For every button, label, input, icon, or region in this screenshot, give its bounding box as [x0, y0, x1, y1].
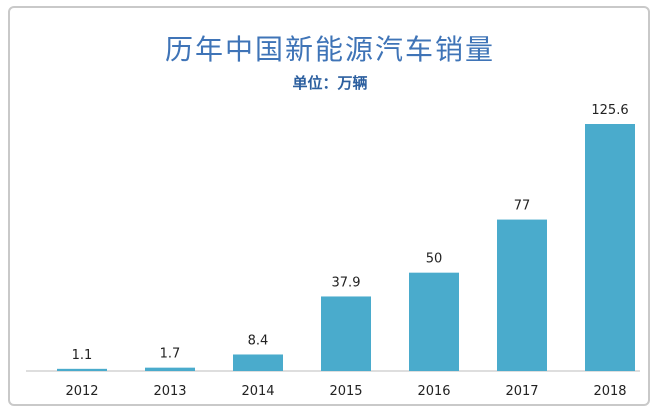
data-label-2012: 1.1 [72, 348, 93, 363]
data-label-2018: 125.6 [591, 103, 628, 118]
bar-2014 [233, 354, 283, 371]
bar-2016 [409, 272, 459, 371]
bar-2015 [321, 296, 371, 371]
x-tick-2016: 2016 [417, 384, 450, 399]
bar-2013 [145, 367, 195, 371]
x-tick-2018: 2018 [593, 384, 626, 399]
x-tick-2015: 2015 [329, 384, 362, 399]
x-tick-2012: 2012 [65, 384, 98, 399]
x-tick-2014: 2014 [241, 384, 274, 399]
data-label-2016: 50 [426, 252, 443, 267]
x-tick-2017: 2017 [505, 384, 538, 399]
chart-title: 历年中国新能源汽车销量 [164, 33, 495, 66]
bar-2012 [57, 368, 107, 371]
x-tick-2013: 2013 [153, 384, 186, 399]
data-label-2014: 8.4 [248, 333, 269, 348]
bar-2017 [497, 219, 547, 371]
data-label-2015: 37.9 [332, 275, 361, 290]
data-label-2017: 77 [514, 199, 531, 214]
bar-2018 [585, 124, 635, 371]
chart-subtitle: 单位：万辆 [292, 74, 368, 92]
data-label-2013: 1.7 [160, 347, 181, 362]
